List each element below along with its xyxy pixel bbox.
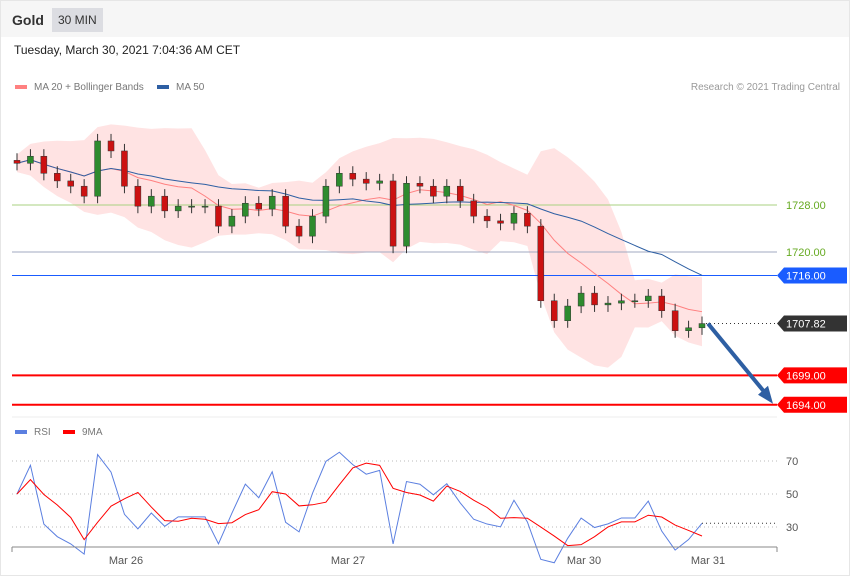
bollinger-band xyxy=(17,124,702,368)
candle-body xyxy=(295,225,303,237)
candle-body xyxy=(524,212,531,227)
candle-body xyxy=(54,173,61,182)
ma50-line xyxy=(16,159,703,276)
candle-body xyxy=(577,292,585,307)
candle-body xyxy=(215,205,222,227)
timeframe-button[interactable]: 30 MIN xyxy=(52,8,103,32)
candle-body xyxy=(40,155,48,174)
candle-body xyxy=(201,205,209,208)
candle-body xyxy=(389,180,397,247)
candle-body xyxy=(336,173,343,187)
timestamp: Tuesday, March 30, 2021 7:04:36 AM CET xyxy=(14,43,241,57)
candle-body xyxy=(67,180,74,187)
x-tick-Mar-27: Mar 27 xyxy=(331,555,365,567)
level-tag-1707.82 xyxy=(777,315,847,332)
level-label-1716.00: 1716.00 xyxy=(786,271,826,283)
x-tick-Mar-31: Mar 31 xyxy=(691,555,725,567)
rsi-line xyxy=(16,451,703,564)
candle-body xyxy=(604,302,612,306)
forecast-arrowhead xyxy=(758,385,773,404)
candle-body xyxy=(362,178,370,184)
candle-body xyxy=(349,173,357,180)
candle-body xyxy=(416,183,424,187)
candle-body xyxy=(685,327,692,331)
candle-body xyxy=(551,300,558,321)
candle-body xyxy=(376,180,383,184)
candle-body xyxy=(658,295,665,311)
candle-body xyxy=(107,140,115,152)
rsi-9ma-line xyxy=(16,462,703,547)
candle-body xyxy=(591,292,598,306)
level-label-1707.82: 1707.82 xyxy=(786,319,826,331)
candle-body xyxy=(564,305,571,321)
legend-ma50: MA 50 xyxy=(157,82,204,93)
candle-body xyxy=(443,185,451,197)
candle-body xyxy=(645,295,652,302)
candle-body xyxy=(497,220,504,224)
candle-body xyxy=(483,215,491,222)
candle-body xyxy=(174,205,182,212)
level-tag-1694.00 xyxy=(777,396,847,413)
level-label-1694.00: 1694.00 xyxy=(786,400,826,412)
candle-body xyxy=(94,140,101,197)
header: Gold 30 MIN xyxy=(1,1,849,37)
rsi-tick-50: 50 xyxy=(786,489,798,501)
candle-body xyxy=(618,300,625,304)
level-label-1720.00: 1720.00 xyxy=(786,247,826,259)
candle-body xyxy=(470,200,477,217)
candle-body xyxy=(631,300,639,303)
candle-body xyxy=(188,205,195,208)
rsi-tick-30: 30 xyxy=(786,522,798,534)
candle-body xyxy=(403,183,410,247)
candle-body xyxy=(456,185,464,202)
candle-body xyxy=(242,202,249,217)
candle-body xyxy=(13,160,21,164)
candle-body xyxy=(322,185,330,217)
candle-body xyxy=(430,185,437,197)
x-tick-Mar-30: Mar 30 xyxy=(567,555,601,567)
forecast-arrow xyxy=(706,322,767,395)
candle-body xyxy=(134,185,142,207)
legend-9ma: 9MA xyxy=(63,427,103,438)
level-tag-1699.00 xyxy=(777,367,847,384)
candle-body xyxy=(537,225,545,302)
legend-bb: MA 20 + Bollinger Bands xyxy=(15,82,144,93)
candle-body xyxy=(268,195,276,210)
candle-body xyxy=(282,195,289,227)
candle-body xyxy=(671,310,679,331)
candle-body xyxy=(510,212,518,224)
credit: Research © 2021 Trading Central xyxy=(690,82,840,93)
level-label-1699.00: 1699.00 xyxy=(786,370,826,382)
legend-rsi: RSI xyxy=(15,427,51,438)
candle-body xyxy=(161,195,168,212)
ma20-line xyxy=(16,159,703,313)
candle-body xyxy=(698,323,706,329)
level-tag-1716.00 xyxy=(777,267,847,284)
candle-body xyxy=(121,150,128,187)
candle-body xyxy=(80,185,88,197)
level-label-1728.00: 1728.00 xyxy=(786,200,826,212)
candle-body xyxy=(228,215,236,227)
instrument-title: Gold xyxy=(12,12,44,28)
candle-body xyxy=(148,195,155,207)
candle-body xyxy=(27,155,34,164)
x-tick-Mar-26: Mar 26 xyxy=(109,555,143,567)
rsi-tick-70: 70 xyxy=(786,456,798,468)
candle-body xyxy=(255,202,263,210)
candle-body xyxy=(309,215,316,237)
